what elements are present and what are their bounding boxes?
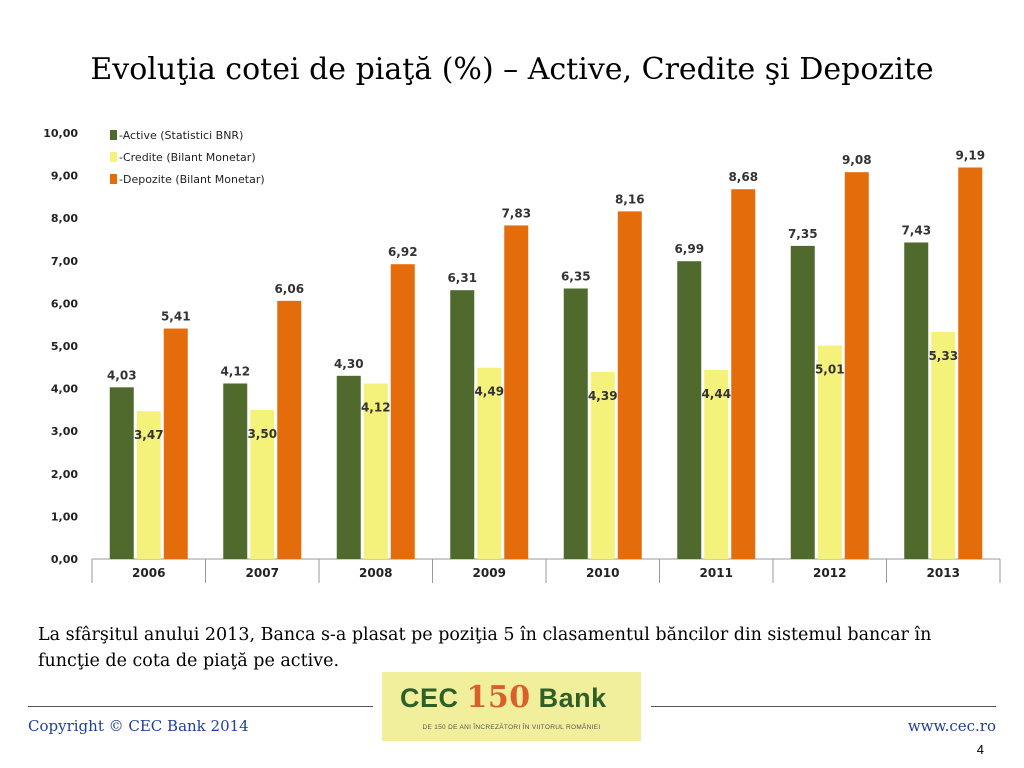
data-label: 4,03 [107,368,137,382]
bar-depozite [958,167,983,560]
data-label: 4,39 [588,389,618,403]
x-tick-label: 2006 [132,566,165,580]
y-tick-label: 3,00 [51,425,78,438]
bar-credite [817,345,842,559]
bar-credite [136,411,161,559]
cec-bank-logo: CEC 150 Bank DE 150 DE ANI ÎNCREZĂTORI Î… [382,672,641,741]
data-label: 9,19 [955,149,985,163]
bar-credite [250,409,275,559]
data-label: 6,31 [447,271,477,285]
data-label: 7,35 [788,227,818,241]
logo-wordmark: CEC 150 Bank [400,680,607,715]
logo-tagline: DE 150 DE ANI ÎNCREZĂTORI ÎN VIITORUL RO… [422,724,601,731]
x-tick-label: 2008 [359,566,392,580]
data-label: 8,16 [615,192,645,206]
y-tick-label: 6,00 [51,297,78,310]
footer-divider-left [28,706,373,707]
y-tick-label: 7,00 [51,255,78,268]
data-label: 4,12 [220,364,250,378]
logo-text-150: 150 [466,680,531,715]
copyright-text: Copyright © CEC Bank 2014 [28,717,249,735]
data-label: 4,44 [701,387,731,401]
data-label: 3,50 [247,427,277,441]
data-label: 5,33 [928,349,958,363]
x-tick-label: 2007 [246,566,279,580]
x-tick-label: 2013 [927,566,960,580]
y-tick-label: 1,00 [51,510,78,523]
data-label: 7,43 [901,223,931,237]
data-label: 9,08 [842,153,872,167]
y-tick-label: 5,00 [51,340,78,353]
page-number: 4 [976,742,984,757]
slide-title: Evoluţia cotei de piaţă (%) – Active, Cr… [90,52,934,87]
website-link[interactable]: www.cec.ro [907,717,996,735]
y-tick-label: 10,00 [43,127,78,140]
bar-depozite [731,189,756,559]
data-label: 6,92 [388,245,418,259]
data-label: 5,41 [161,310,191,324]
bar-depozite [617,211,642,559]
y-tick-label: 4,00 [51,383,78,396]
y-tick-label: 0,00 [51,553,78,566]
legend-swatch [110,130,117,140]
x-tick-label: 2009 [473,566,506,580]
x-tick-label: 2010 [586,566,619,580]
logo-text-cec: CEC [400,683,459,713]
bar-depozite [163,328,188,559]
data-label: 6,35 [561,269,591,283]
bar-credite [363,383,388,559]
bar-active [790,245,815,559]
bar-depozite [504,225,529,559]
bar-depozite [277,300,302,559]
data-label: 5,01 [815,363,845,377]
bar-credite [590,371,615,559]
bar-depozite [390,264,415,559]
data-label: 7,83 [501,206,531,220]
data-label: 3,47 [134,428,164,442]
bar-active [677,261,702,559]
x-tick-label: 2011 [700,566,733,580]
bar-active [904,242,929,559]
bar-active [109,387,134,559]
data-label: 8,68 [728,170,758,184]
bar-active [450,290,475,559]
bar-depozite [844,172,869,559]
legend-label: -Credite (Bilant Monetar) [119,151,256,164]
bar-credite [704,369,729,559]
data-label: 4,30 [334,357,364,371]
footer-divider-right [651,706,996,707]
bar-active [223,383,248,559]
bar-active [563,288,588,559]
bar-active [336,375,361,559]
bar-credite [931,331,956,559]
legend-label: -Depozite (Bilant Monetar) [119,173,265,186]
data-label: 4,49 [474,385,504,399]
x-tick-label: 2012 [813,566,846,580]
legend-label: -Active (Statistici BNR) [119,129,243,142]
data-label: 6,06 [274,282,304,296]
y-tick-label: 9,00 [51,170,78,183]
legend-swatch [110,152,117,162]
logo-text-bank: Bank [538,683,607,713]
bar-credite [477,367,502,559]
data-label: 4,12 [361,400,391,414]
legend-swatch [110,174,117,184]
y-tick-label: 8,00 [51,212,78,225]
y-tick-label: 2,00 [51,468,78,481]
data-label: 6,99 [674,242,704,256]
market-share-bar-chart: 0,00 1,00 2,00 3,00 4,00 5,00 6,00 7,00 8,00 9,00… [43,127,1001,583]
slide-caption: La sfârşitul anului 2013, Banca s-a plas… [38,625,932,671]
